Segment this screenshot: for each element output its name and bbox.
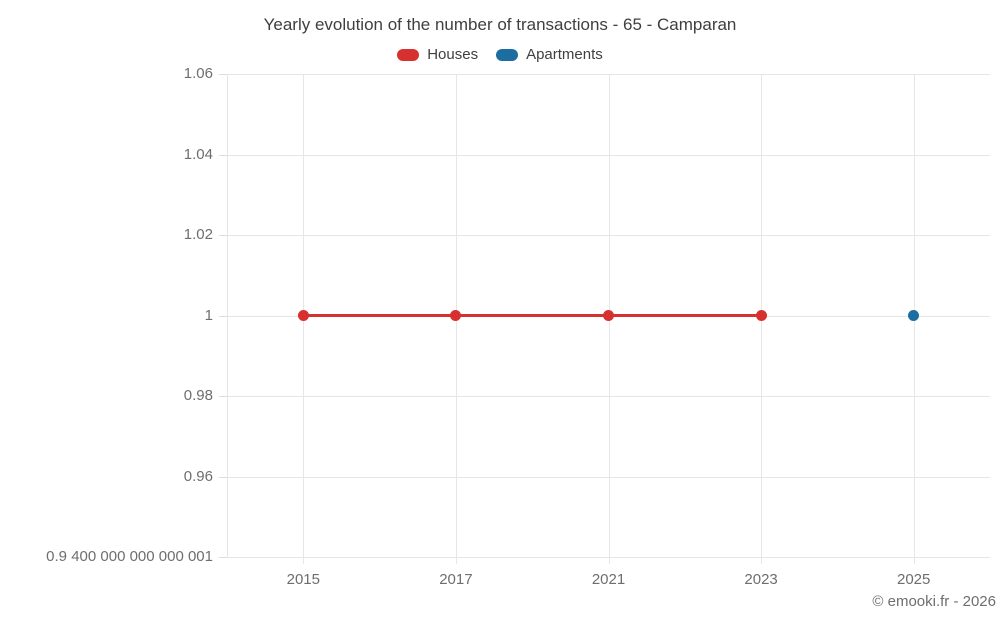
y-tick — [219, 74, 227, 75]
data-point-houses-2017[interactable] — [450, 310, 462, 321]
copyright-text: © emooki.fr - 2026 — [872, 593, 996, 610]
y-axis-label: 1.02 — [183, 226, 213, 243]
y-axis-label: 0.96 — [183, 467, 213, 485]
x-axis-label: 2017 — [439, 571, 473, 588]
series-line-houses — [608, 314, 762, 317]
y-tick — [219, 557, 227, 558]
y-axis-label: 1.04 — [183, 145, 213, 163]
data-point-apartments-2025[interactable] — [908, 310, 920, 321]
data-point-houses-2021[interactable] — [603, 310, 614, 321]
y-tick — [219, 396, 227, 397]
chart-legend: Houses Apartments — [0, 46, 1000, 63]
y-axis-label: 1.06 — [183, 65, 213, 82]
y-tick — [219, 476, 227, 478]
x-axis-label: 2023 — [744, 571, 778, 588]
series-line-houses — [455, 314, 609, 317]
x-axis-label: 2025 — [897, 571, 931, 588]
series-line-houses — [303, 314, 456, 317]
houses-swatch-icon — [397, 48, 420, 61]
y-axis-label: 1 — [204, 306, 213, 324]
y-axis-label: 0.98 — [183, 387, 213, 404]
legend-item-apartments[interactable]: Apartments — [496, 46, 603, 63]
data-point-houses-2015[interactable] — [297, 310, 309, 321]
legend-item-houses[interactable]: Houses — [397, 46, 478, 63]
y-axis-label: 0.9 400 000 000 000 001 — [46, 548, 213, 565]
apartments-swatch-icon — [496, 48, 519, 61]
chart-title: Yearly evolution of the number of transa… — [263, 15, 737, 34]
data-point-houses-2023[interactable] — [755, 310, 767, 321]
y-tick — [219, 154, 227, 156]
y-tick — [219, 235, 227, 236]
legend-label-apartments: Apartments — [526, 46, 603, 63]
plot-left-edge-line — [227, 74, 228, 557]
legend-label-houses: Houses — [427, 46, 479, 63]
x-axis-label: 2021 — [591, 571, 626, 588]
y-tick — [219, 315, 227, 317]
x-axis-label: 2015 — [286, 571, 320, 588]
